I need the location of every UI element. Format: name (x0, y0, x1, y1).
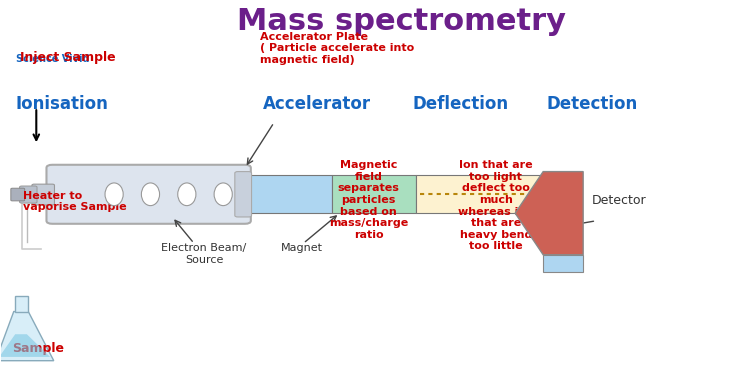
FancyBboxPatch shape (245, 175, 332, 213)
FancyBboxPatch shape (416, 175, 543, 213)
Polygon shape (515, 171, 583, 255)
Text: Accelerator: Accelerator (264, 94, 372, 112)
Text: Sample: Sample (12, 342, 64, 355)
Text: Ion that are
too light
deflect too
much
whereas ion
that are
heavy bend
too litt: Ion that are too light deflect too much … (458, 160, 534, 251)
Ellipse shape (105, 183, 123, 206)
Polygon shape (0, 312, 54, 361)
Polygon shape (0, 334, 50, 357)
Text: Ionisation: Ionisation (16, 94, 109, 112)
Ellipse shape (142, 183, 160, 206)
Text: Detection: Detection (547, 94, 638, 112)
FancyBboxPatch shape (332, 175, 416, 213)
FancyBboxPatch shape (235, 171, 252, 217)
Text: Heater to
vaporise Sample: Heater to vaporise Sample (23, 190, 127, 212)
Text: Mass spectrometry: Mass spectrometry (237, 7, 566, 36)
Text: Magnetic
field
separates
particles
based on
mass/charge
ratio: Magnetic field separates particles based… (329, 160, 408, 240)
FancyBboxPatch shape (20, 186, 37, 203)
Text: Magnet: Magnet (281, 243, 323, 253)
Text: Detector: Detector (592, 194, 647, 207)
FancyBboxPatch shape (15, 296, 28, 312)
FancyBboxPatch shape (543, 255, 583, 272)
Text: Deflection: Deflection (412, 94, 508, 112)
Text: Inject Sample: Inject Sample (20, 51, 115, 64)
Text: Electron Beam/
Source: Electron Beam/ Source (161, 243, 247, 265)
Text: Science Vivid: Science Vivid (16, 54, 90, 64)
FancyBboxPatch shape (32, 184, 55, 205)
Ellipse shape (177, 183, 196, 206)
Text: Accelerator Plate
( Particle accelerate into
magnetic field): Accelerator Plate ( Particle accelerate … (260, 32, 414, 65)
FancyBboxPatch shape (47, 165, 251, 224)
FancyBboxPatch shape (11, 188, 25, 201)
Ellipse shape (214, 183, 232, 206)
